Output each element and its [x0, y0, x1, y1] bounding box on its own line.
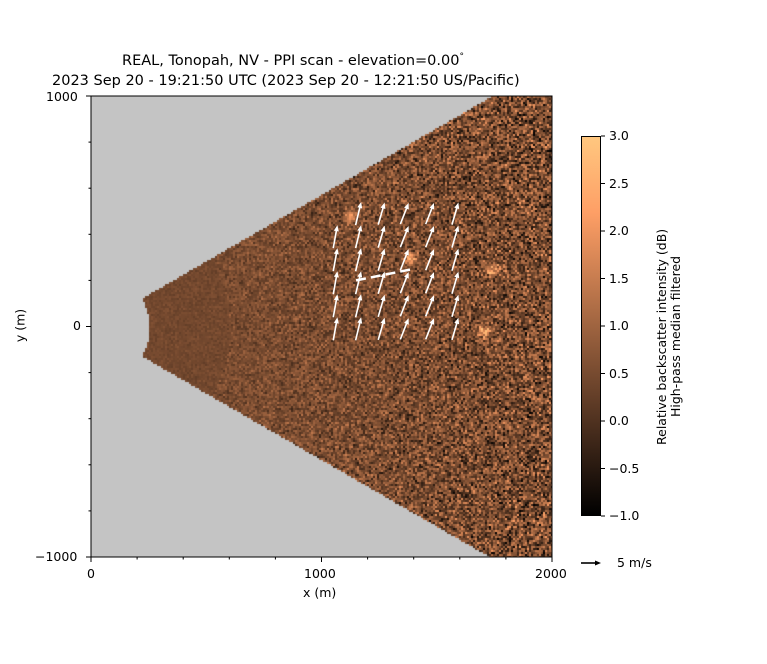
wind-vector-shaft: [399, 252, 408, 271]
wind-vector-shaft: [424, 252, 434, 271]
y-axis-label: y (m): [12, 308, 28, 343]
wind-vector-shaft: [377, 275, 385, 294]
y-tick-label: −1000: [35, 549, 78, 564]
wind-vector-shaft: [354, 321, 361, 341]
wind-vector-shaft: [424, 275, 434, 294]
wind-vector-shaft: [332, 298, 338, 318]
wind-vector-head: [380, 317, 386, 325]
wind-vector-head: [380, 271, 386, 279]
wind-vector-head: [454, 248, 460, 256]
wind-vector-head: [454, 294, 460, 302]
colorbar: [581, 136, 601, 516]
wind-vector-shaft: [377, 321, 385, 341]
wind-vector-head: [380, 294, 386, 302]
wind-vector-head: [429, 226, 435, 233]
colorbar-tick-label: 1.5: [609, 270, 629, 286]
wind-vector-head: [454, 225, 460, 233]
wind-vector-head: [429, 249, 435, 256]
wind-vector-head: [429, 272, 435, 279]
wind-vector-head: [454, 202, 460, 209]
colorbar-tick-label: −1.0: [609, 508, 640, 523]
x-tick-label: 0: [87, 566, 95, 581]
wind-vector-shaft: [451, 321, 459, 341]
colorbar-tick-label: 1.0: [609, 318, 629, 333]
wind-vector-head: [357, 225, 363, 232]
wind-vector-head: [333, 225, 339, 232]
wind-vector-head: [454, 317, 460, 325]
wind-vector-head: [404, 295, 409, 302]
wind-vector-shaft: [332, 228, 338, 249]
y-tick-label: 1000: [46, 89, 78, 104]
wind-vector-shaft: [451, 252, 459, 271]
wind-vector-head: [357, 294, 363, 301]
wind-vector-head: [454, 271, 460, 279]
wind-vector-head: [404, 272, 409, 279]
wind-vector-head: [429, 295, 435, 302]
wind-vector-shaft: [451, 275, 459, 294]
wind-vector-shaft: [424, 229, 434, 248]
wind-vector-shaft: [399, 229, 408, 248]
wind-vector-shaft: [377, 298, 385, 318]
wind-vector-head: [357, 248, 363, 255]
x-axis-label: x (m): [303, 585, 337, 600]
wind-vector-shaft: [332, 321, 338, 341]
colorbar-tick-label: 0.5: [609, 365, 629, 381]
wind-vector-head: [404, 202, 409, 210]
wind-vector-shaft: [424, 321, 434, 340]
wind-vector-head: [380, 225, 386, 233]
wind-vector-shaft: [332, 275, 338, 295]
wind-vector-shaft: [424, 298, 434, 317]
chart-title-line1: REAL, Tonopah, NV - PPI scan - elevation…: [122, 52, 464, 69]
colorbar-label-line1: Relative backscatter intensity (dB): [654, 228, 669, 445]
wind-vector-shaft: [354, 251, 361, 272]
wind-vector-shaft: [399, 275, 408, 294]
wind-vector-head: [357, 271, 363, 278]
wind-vector-shaft: [354, 297, 361, 318]
quiver-key-arrow-head: [595, 560, 601, 566]
colorbar-tick-label: −0.5: [609, 460, 640, 476]
wind-vector-shaft: [377, 206, 385, 225]
wind-vector-head: [404, 249, 409, 256]
wind-vector-head: [429, 318, 435, 325]
wind-vector-shaft: [451, 206, 459, 225]
colorbar-tick-label: 2.0: [609, 223, 629, 238]
wind-vector-shaft: [377, 229, 385, 248]
x-tick-label: 1000: [304, 566, 336, 581]
wind-vector-head: [380, 202, 386, 209]
wind-vector-head: [333, 317, 339, 324]
wind-vector-head: [333, 271, 339, 278]
wind-vector-head: [357, 202, 363, 209]
wind-vector-shaft: [399, 298, 408, 317]
wind-vector-head: [380, 248, 386, 256]
wind-vector-head: [333, 248, 339, 255]
wind-vector-shaft: [399, 321, 408, 340]
wind-vector-head: [404, 318, 409, 325]
x-tick-label: 2000: [535, 566, 567, 581]
quiver-key-label: 5 m/s: [617, 555, 652, 570]
plot-frame: [90, 95, 553, 558]
ppi-scan-image: [91, 96, 552, 557]
colorbar-tick-label: 3.0: [609, 128, 629, 143]
wind-vector-head: [429, 202, 435, 210]
colorbar-tick-label: 2.5: [609, 175, 629, 191]
wind-vector-head: [404, 226, 409, 233]
wind-vector-shaft: [354, 274, 361, 295]
colorbar-tick-label: 0.0: [609, 413, 629, 428]
chart-title-line2: 2023 Sep 20 - 19:21:50 UTC (2023 Sep 20 …: [52, 73, 520, 89]
y-tick-label: 0: [73, 318, 81, 333]
wind-vector-shaft: [377, 252, 385, 271]
wind-vector-head: [333, 294, 339, 301]
wind-vector-shaft: [424, 206, 434, 225]
wind-vector-shaft: [354, 205, 361, 226]
wind-vector-head: [357, 317, 363, 324]
wind-vector-shaft: [451, 298, 459, 318]
wind-vector-overlap: [355, 267, 414, 282]
wind-vector-shaft: [332, 251, 338, 272]
wind-vector-shaft: [354, 228, 361, 249]
wind-vector-shaft: [451, 229, 459, 248]
colorbar-label-line2: High-pass median filtered: [668, 255, 683, 417]
wind-vector-shaft: [399, 206, 408, 225]
